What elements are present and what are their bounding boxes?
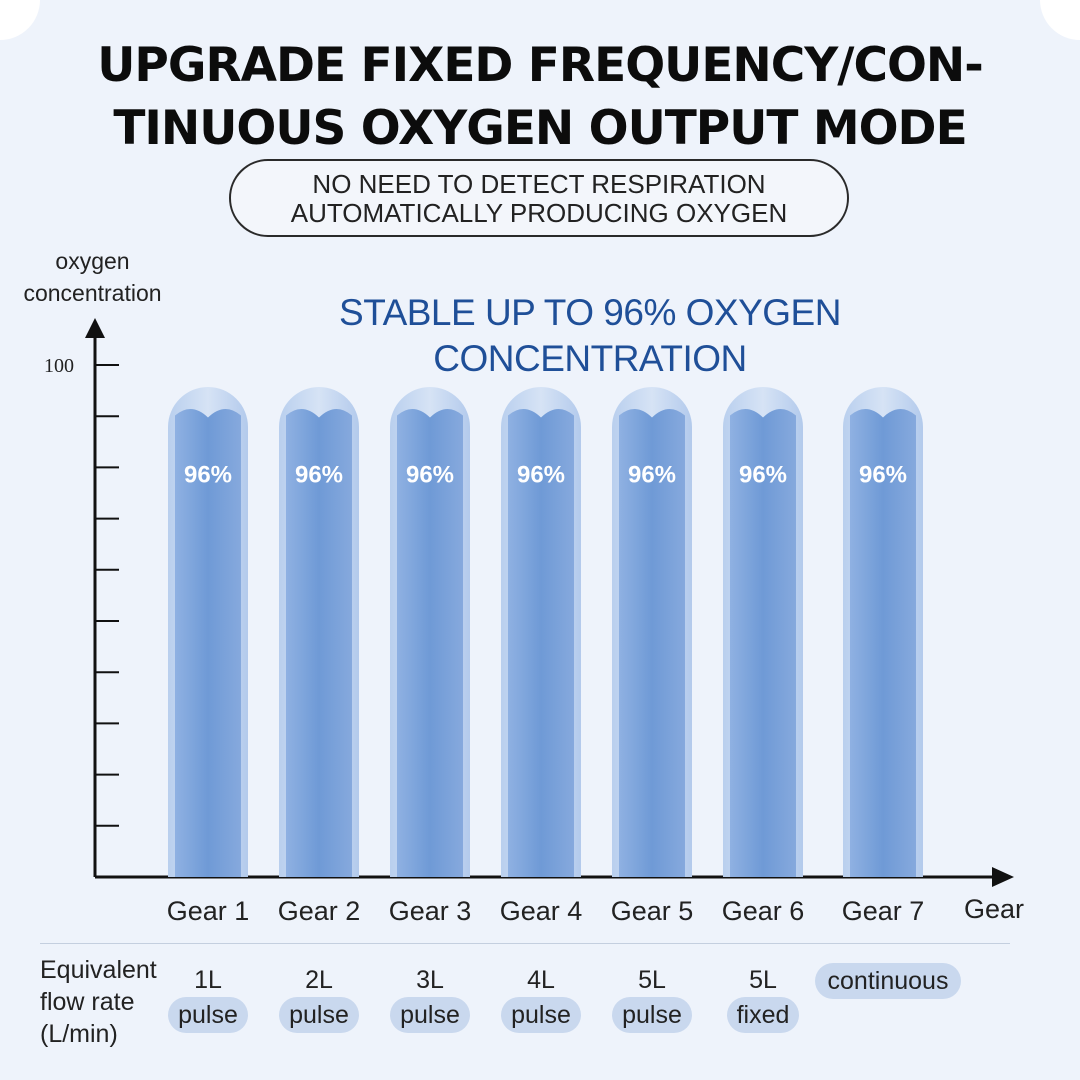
pill-line-1: NO NEED TO DETECT RESPIRATION (312, 169, 766, 199)
x-tick-label: Gear 7 (842, 896, 925, 926)
flow-continuous-badge: continuous (815, 963, 961, 999)
flow-mode-badge: pulse (168, 997, 248, 1033)
flow-rate: 2L (305, 966, 333, 994)
chart-title: STABLE UP TO 96% OXYGEN CONCENTRATION (339, 292, 841, 379)
divider (40, 943, 1010, 944)
bar-value-label: 96% (295, 461, 343, 488)
flow-rate: 4L (527, 966, 555, 994)
flow-item: 1L pulse (153, 963, 263, 1033)
bar-value-label: 96% (406, 461, 454, 488)
flow-rate: 3L (416, 966, 444, 994)
x-axis-arrow (992, 867, 1014, 887)
x-tick-label: Gear 2 (278, 896, 361, 926)
feature-pill: NO NEED TO DETECT RESPIRATION AUTOMATICA… (229, 159, 849, 237)
bar (286, 408, 352, 877)
bar (850, 408, 916, 877)
y-axis-label: oxygen concentration (0, 245, 185, 309)
headline-line-1: UPGRADE FIXED FREQUENCY/CON- (97, 38, 984, 93)
flow-rate: 5L (638, 966, 666, 994)
flow-mode-badge: pulse (501, 997, 581, 1033)
bar (397, 408, 463, 877)
bar-value-label: 96% (517, 461, 565, 488)
flow-item: 3L pulse (375, 963, 485, 1033)
flow-mode-badge: pulse (390, 997, 470, 1033)
flow-mode-badge: pulse (279, 997, 359, 1033)
bar-value-label: 96% (628, 461, 676, 488)
flow-caption-line-1: Equivalent (40, 956, 157, 984)
flow-item: 5L pulse (597, 963, 707, 1033)
bar-value-label: 96% (859, 461, 907, 488)
x-tick-label: Gear 5 (611, 896, 694, 926)
x-tick-label: Gear 1 (167, 896, 250, 926)
y-axis-label-line-1: oxygen (55, 248, 130, 274)
headline: UPGRADE FIXED FREQUENCY/CON- TINUOUS OXY… (0, 34, 1080, 160)
x-tick-label: Gear 3 (389, 896, 472, 926)
pill-line-2: AUTOMATICALLY PRODUCING OXYGEN (290, 198, 788, 228)
bar (730, 408, 796, 877)
x-tick-label: Gear 4 (500, 896, 583, 926)
bar (175, 408, 241, 877)
flow-rate-caption: Equivalent flow rate (L/min) (40, 954, 157, 1050)
flow-rate: 1L (194, 966, 222, 994)
flow-caption-line-3: (L/min) (40, 1020, 118, 1048)
headline-line-2: TINUOUS OXYGEN OUTPUT MODE (113, 101, 967, 156)
bar (508, 408, 574, 877)
flow-item: 2L pulse (264, 963, 374, 1033)
chart-bars: 96% Gear 1 96% Gear 2 96% Gear 3 96% Gear 4 96% G… (167, 387, 925, 926)
bar (619, 408, 685, 877)
flow-rate: 5L (749, 966, 777, 994)
flow-item: 4L pulse (486, 963, 596, 1033)
bar-value-label: 96% (739, 461, 787, 488)
x-axis-label: Gear (964, 894, 1025, 924)
flow-mode-badge: fixed (726, 997, 800, 1033)
y-axis-label-line-2: concentration (23, 280, 162, 306)
y-axis-arrow (85, 318, 105, 338)
flow-mode-badge: pulse (612, 997, 692, 1033)
flow-caption-line-2: flow rate (40, 988, 135, 1016)
x-tick-label: Gear 6 (722, 896, 805, 926)
flow-item: 5L fixed (708, 963, 818, 1033)
bar-value-label: 96% (184, 461, 232, 488)
y-tick-label: 100 (44, 355, 74, 377)
